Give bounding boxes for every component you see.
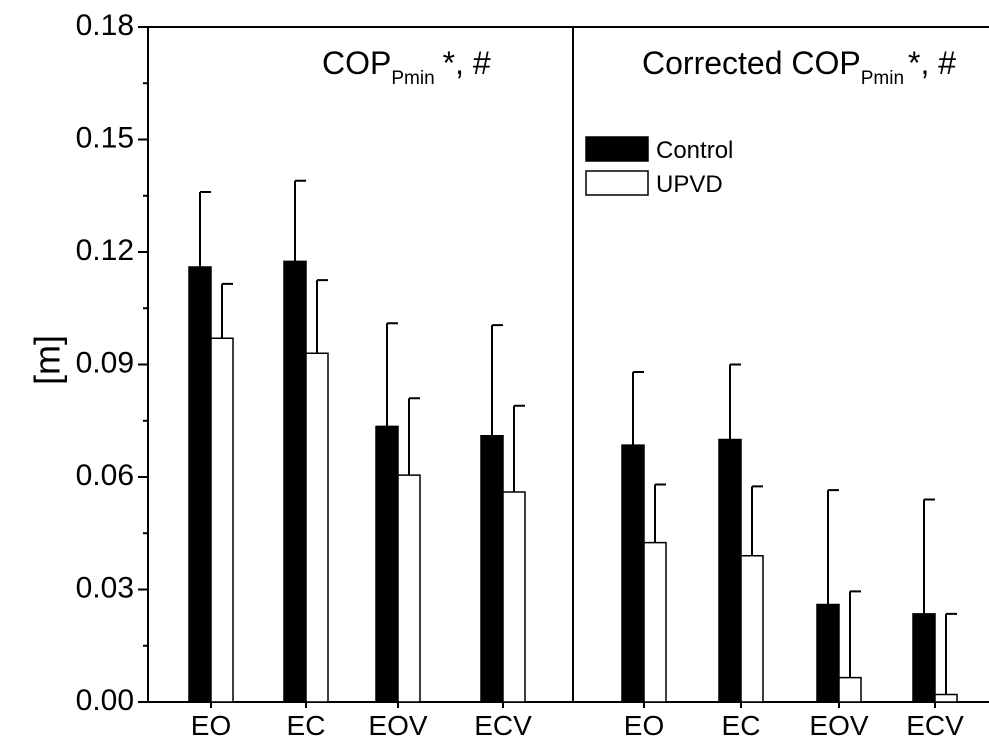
bar-p1-ec-upvd <box>305 352 329 703</box>
panel-1-title-main: COP <box>322 45 391 81</box>
bar-p1-eov-control <box>375 425 399 703</box>
x-tick-label-p2-eo: EO <box>624 710 664 741</box>
legend-label-upvd: UPVD <box>656 171 723 198</box>
bar-p1-ec-control <box>283 260 307 703</box>
bar-p1-eo-upvd <box>210 337 234 703</box>
y-tick-label-3: 0.09 <box>76 346 134 379</box>
panel-1-title-marks: *, # <box>443 45 491 81</box>
panel-1-title: COPPmin *, # <box>322 45 491 89</box>
bar-p1-ecv-control <box>480 435 504 703</box>
x-tick-label-p2-ec: EC <box>722 710 761 741</box>
x-tick-label-p1-eo: EO <box>191 710 231 741</box>
panel-2-title-main: Corrected COP <box>642 45 861 81</box>
panel-2-title: Corrected COPPmin *, # <box>642 45 956 89</box>
bar-p2-eo-control <box>621 444 645 703</box>
y-tick-label-4: 0.12 <box>76 234 134 267</box>
bar-p2-ecv-upvd <box>934 693 958 703</box>
bar-p1-eov-upvd <box>397 474 421 703</box>
panel-1-title-subscript: Pmin <box>391 68 434 89</box>
bar-p2-ec-upvd <box>740 555 764 703</box>
axes <box>138 26 989 708</box>
bar-p1-ecv-upvd <box>502 491 526 703</box>
x-tick-label-p2-eov: EOV <box>809 710 868 741</box>
x-tick-label-p1-ec: EC <box>287 710 326 741</box>
panel-2-title-subscript: Pmin <box>861 68 904 89</box>
y-tick-label-6: 0.18 <box>76 9 134 42</box>
bar-p2-ecv-control <box>912 613 936 703</box>
x-tick-label-p1-eov: EOV <box>368 710 427 741</box>
y-tick-label-5: 0.15 <box>76 121 134 154</box>
x-tick-label-p2-ecv: ECV <box>906 710 964 741</box>
bar-p2-eov-upvd <box>838 676 862 703</box>
legend: Control UPVD <box>585 136 733 198</box>
y-tick-label-0: 0.00 <box>76 684 134 717</box>
y-tick-label-1: 0.03 <box>76 571 134 604</box>
bar-p1-eo-control <box>188 266 212 703</box>
labels: 0.00 0.03 0.06 0.09 0.12 0.15 0.18 EO EC EOV ECV EO… <box>76 9 964 741</box>
legend-label-control: Control <box>656 137 733 164</box>
bar-p2-ec-control <box>718 438 742 703</box>
legend-swatch-control <box>585 136 649 162</box>
bar-p2-eov-control <box>816 603 840 703</box>
x-tick-label-p1-ecv: ECV <box>474 710 532 741</box>
legend-swatch-upvd <box>585 170 649 196</box>
bar-p2-eo-upvd <box>643 541 667 703</box>
panel-2-title-marks: *, # <box>908 45 956 81</box>
y-axis-label: [m] <box>27 335 68 385</box>
y-tick-label-2: 0.06 <box>76 459 134 492</box>
bars <box>188 179 958 703</box>
